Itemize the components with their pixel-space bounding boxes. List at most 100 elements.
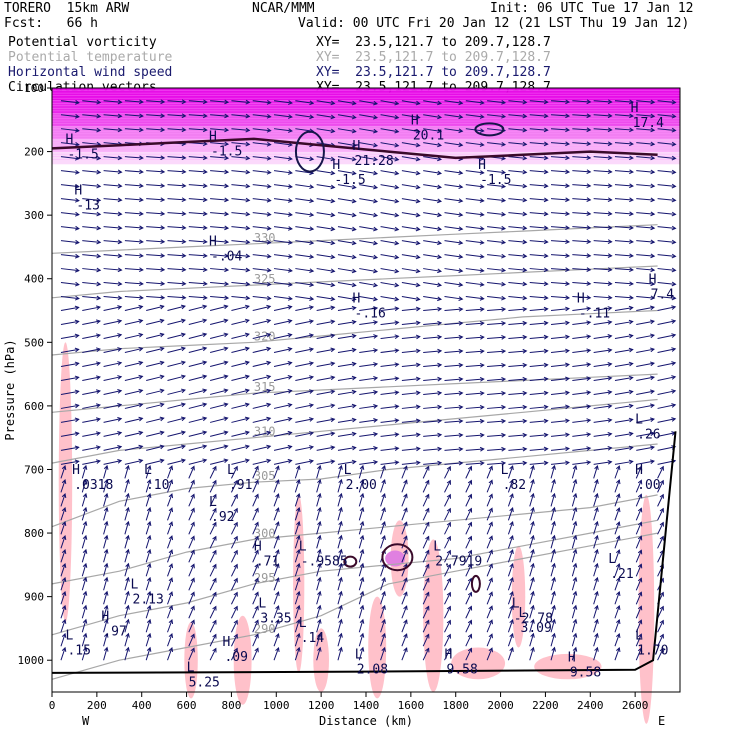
vector-head (159, 332, 165, 338)
circulation-vector (487, 114, 506, 118)
circulation-vector (593, 405, 612, 409)
circulation-vector (82, 418, 101, 423)
circulation-vector (508, 100, 527, 103)
circulation-vector (401, 647, 408, 661)
vector-head (501, 307, 507, 312)
circulation-vector (81, 479, 87, 493)
circulation-vector (82, 390, 101, 395)
circulation-vector (146, 403, 164, 409)
circulation-vector (487, 268, 506, 272)
vector-head (287, 100, 293, 105)
circulation-vector (82, 296, 101, 299)
circulation-vector (636, 390, 655, 395)
wind-speed-shade (52, 88, 680, 101)
circulation-vector (81, 591, 87, 605)
circulation-vector (423, 212, 442, 216)
circulation-vector (294, 619, 300, 633)
vector-head (650, 239, 656, 245)
extremum-value: 20.1 (413, 129, 444, 144)
circulation-vector (188, 226, 207, 229)
vector-head (615, 465, 621, 471)
circulation-vector (103, 362, 122, 367)
circulation-vector (444, 100, 463, 104)
circulation-vector (210, 240, 229, 243)
vector-head (650, 267, 656, 273)
vector-head (501, 376, 507, 382)
vector-head (458, 404, 464, 410)
circulation-vector (124, 333, 143, 339)
vector-head (224, 253, 230, 259)
vector-head (403, 577, 408, 583)
circulation-vector (146, 282, 165, 285)
vector-head (266, 360, 272, 366)
vector-head (586, 446, 592, 451)
vector-head (254, 493, 259, 499)
extremum-value: -.11 (579, 307, 610, 322)
circulation-vector (422, 522, 430, 535)
circulation-vector (487, 254, 506, 258)
vector-head (488, 549, 493, 555)
circulation-vector (316, 240, 335, 244)
circulation-vector (550, 507, 556, 521)
vector-head (351, 431, 357, 437)
circulation-vector (231, 333, 250, 339)
extremum-value: .26 (637, 427, 660, 442)
circulation-vector (401, 536, 408, 549)
vector-head (309, 389, 315, 394)
vector-head (373, 282, 379, 288)
circulation-vector (273, 493, 279, 507)
extremum-type: L (299, 539, 307, 554)
vector-head (458, 128, 464, 134)
vector-head (437, 376, 443, 382)
vector-head (287, 305, 293, 310)
circulation-vector (657, 634, 664, 647)
circulation-vector (273, 212, 292, 216)
circulation-vector (550, 392, 569, 395)
circulation-vector (423, 184, 442, 188)
circulation-vector (657, 142, 676, 145)
circulation-vector (465, 508, 472, 521)
circulation-vector (146, 319, 164, 325)
vector-head (359, 646, 365, 652)
circulation-vector (423, 308, 442, 312)
vector-head (266, 332, 272, 338)
vector-head (594, 632, 599, 638)
circulation-vector (124, 563, 129, 577)
vector-head (425, 535, 430, 541)
circulation-vector (103, 348, 122, 353)
vector-head (458, 268, 464, 273)
vector-head (61, 562, 67, 568)
circulation-vector (167, 128, 186, 131)
circulation-vector (295, 446, 314, 451)
vector-head (244, 332, 250, 338)
circulation-vector (60, 418, 79, 423)
vector-head (95, 417, 101, 422)
vector-head (351, 403, 357, 409)
circulation-vector (188, 198, 207, 201)
vector-head (671, 319, 677, 324)
circulation-vector (124, 549, 129, 563)
circulation-vector (507, 521, 514, 535)
theta-label: 305 (254, 469, 276, 483)
circulation-vector (507, 507, 514, 521)
vector-head (317, 464, 322, 470)
vector-head (637, 479, 643, 485)
vector-head (522, 141, 528, 147)
vector-head (551, 646, 556, 652)
vector-head (659, 633, 664, 639)
vector-head (586, 362, 592, 367)
vector-head (212, 647, 217, 653)
circulation-vector (571, 605, 577, 619)
circulation-vector (444, 434, 463, 437)
vector-head (628, 389, 634, 395)
theta-contour (51, 398, 658, 464)
circulation-vector (444, 648, 451, 661)
circulation-vector (401, 577, 408, 591)
vector-head (168, 507, 174, 513)
vector-head (117, 113, 123, 119)
vector-head (168, 647, 174, 653)
circulation-vector (60, 507, 66, 521)
circulation-vector (81, 549, 87, 563)
vector-head (501, 418, 507, 424)
vector-head (138, 388, 144, 394)
